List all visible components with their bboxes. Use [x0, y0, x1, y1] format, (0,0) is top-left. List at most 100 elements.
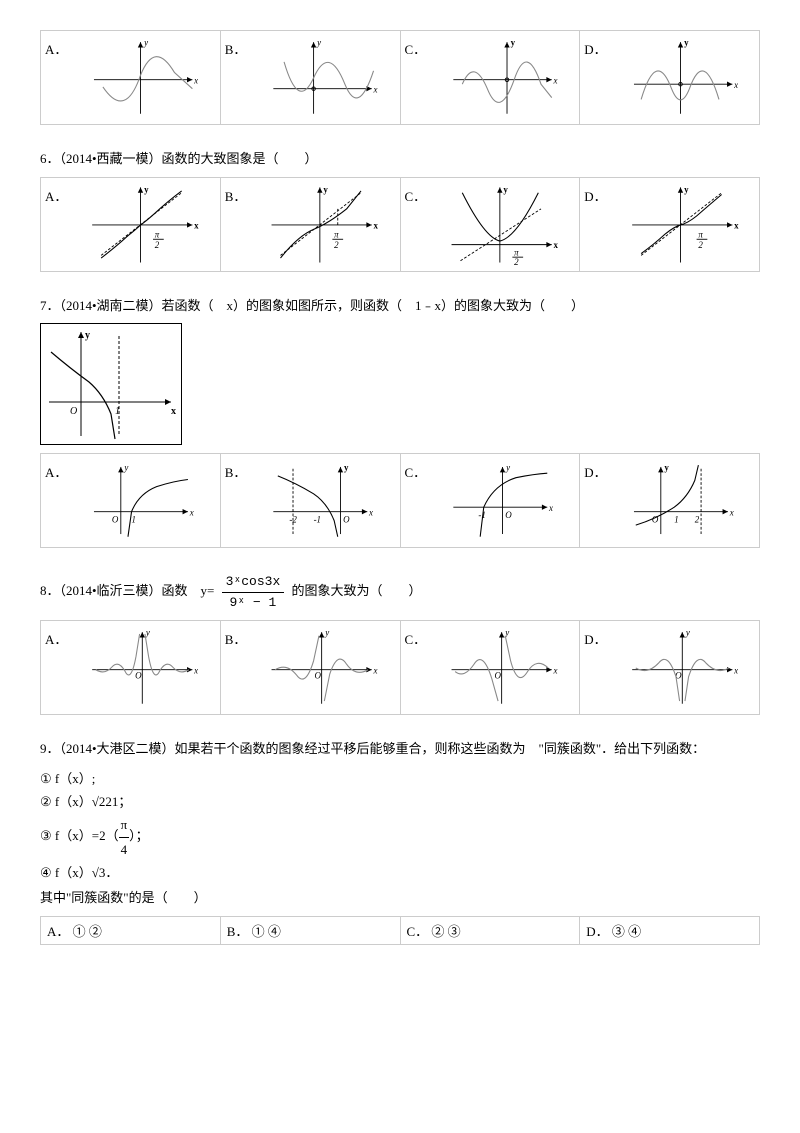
- option-label: D．: [584, 182, 606, 205]
- option-label: C．: [405, 35, 427, 58]
- q7-option-a[interactable]: A． O1 xy: [40, 453, 221, 548]
- q8-options-row: A． xy O B． xy O: [40, 620, 760, 715]
- q7-option-d[interactable]: D． O12 xy: [579, 453, 760, 548]
- option-text: ② ③: [431, 924, 460, 939]
- graph-thumbnail: xy: [250, 35, 395, 120]
- formula-denominator: 9ˣ − 1: [222, 593, 285, 613]
- svg-text:y: y: [124, 463, 129, 473]
- svg-text:x: x: [194, 665, 199, 675]
- svg-text:-1: -1: [314, 514, 321, 524]
- q8-text: 8．（2014•临沂三模）函数 y= 3ˣcos3x 9ˣ − 1 的图象大致为…: [40, 572, 760, 612]
- question-9: 9．（2014•大港区二模）如果若干个函数的图象经过平移后能够重合，则称这些函数…: [40, 739, 760, 945]
- q9-option-d[interactable]: D． ③ ④: [579, 916, 760, 945]
- q8-formula: 3ˣcos3x 9ˣ − 1: [222, 572, 285, 612]
- q6-option-a[interactable]: A． xy π2: [40, 177, 221, 272]
- option-label: B．: [225, 625, 247, 648]
- option-label: C．: [405, 458, 427, 481]
- svg-text:x: x: [195, 220, 200, 230]
- svg-text:y: y: [504, 184, 509, 194]
- q5-options-row: A． xy B． xy: [40, 30, 760, 125]
- q9-option-a[interactable]: A． ① ②: [40, 916, 221, 945]
- svg-text:2: 2: [155, 240, 160, 250]
- q9-option-c[interactable]: C． ② ③: [400, 916, 581, 945]
- q8-prefix: 8．（2014•临沂三模）函数 y=: [40, 583, 214, 598]
- svg-text:y: y: [85, 330, 90, 341]
- option-label: D．: [586, 924, 608, 939]
- question-8: 8．（2014•临沂三模）函数 y= 3ˣcos3x 9ˣ − 1 的图象大致为…: [40, 572, 760, 715]
- option-text: ① ④: [252, 924, 281, 939]
- q8-option-d[interactable]: D． xy O: [579, 620, 760, 715]
- q9-text: 9．（2014•大港区二模）如果若干个函数的图象经过平移后能够重合，则称这些函数…: [40, 739, 760, 759]
- q9-closing: 其中"同簇函数"的是（ ）: [40, 888, 760, 908]
- option-label: B．: [225, 35, 247, 58]
- svg-text:x: x: [194, 75, 199, 85]
- graph-thumbnail: xy π2 2: [430, 182, 575, 267]
- svg-text:y: y: [685, 628, 690, 638]
- svg-text:x: x: [733, 80, 738, 90]
- svg-text:2: 2: [694, 514, 699, 524]
- question-6: 6．（2014•西藏一模）函数的大致图象是（ ） A． xy π2 B．: [40, 149, 760, 272]
- svg-text:x: x: [553, 75, 558, 85]
- option-label: A．: [45, 625, 67, 648]
- option-label: C．: [405, 182, 427, 205]
- option-label: A．: [45, 35, 67, 58]
- q8-option-c[interactable]: C． xy O: [400, 620, 581, 715]
- q7-option-c[interactable]: C． O-1 xy: [400, 453, 581, 548]
- graph-thumbnail: xy O: [611, 625, 755, 710]
- option-label: D．: [584, 35, 606, 58]
- option-label: C．: [407, 924, 429, 939]
- graph-thumbnail: xy O: [250, 625, 395, 710]
- graph-thumbnail: xy O: [430, 625, 575, 710]
- option-label: B．: [227, 924, 249, 939]
- q8-option-a[interactable]: A． xy O: [40, 620, 221, 715]
- graph-thumbnail: xy π2: [250, 182, 395, 267]
- q9-option-b[interactable]: B． ① ④: [220, 916, 401, 945]
- q9-item-3: ③ f（x）=2（π4）；: [40, 813, 760, 861]
- svg-text:y: y: [317, 38, 322, 48]
- svg-text:y: y: [684, 184, 689, 194]
- svg-text:2: 2: [514, 257, 519, 267]
- svg-text:2: 2: [335, 240, 340, 250]
- q5-option-c[interactable]: C． x y: [400, 30, 581, 125]
- q6-option-b[interactable]: B． xy π2: [220, 177, 401, 272]
- svg-text:O: O: [315, 671, 322, 681]
- q7-options-row: A． O1 xy B． O -2-1 xy: [40, 453, 760, 548]
- svg-text:π: π: [335, 229, 340, 239]
- q7-option-b[interactable]: B． O -2-1 xy: [220, 453, 401, 548]
- q5-option-d[interactable]: D． xy: [579, 30, 760, 125]
- q9-options-row: A． ① ② B． ① ④ C． ② ③ D． ③ ④: [40, 916, 760, 945]
- svg-text:x: x: [373, 84, 378, 94]
- svg-text:y: y: [505, 463, 510, 473]
- graph-thumbnail: xy: [611, 35, 755, 120]
- q5-option-a[interactable]: A． xy: [40, 30, 221, 125]
- svg-text:O: O: [495, 671, 502, 681]
- q6-option-c[interactable]: C． xy π2 2: [400, 177, 581, 272]
- svg-text:y: y: [325, 628, 330, 638]
- q6-text: 6．（2014•西藏一模）函数的大致图象是（ ）: [40, 149, 760, 169]
- graph-thumbnail: O-1 xy: [430, 458, 575, 543]
- q8-option-b[interactable]: B． xy O: [220, 620, 401, 715]
- graph-thumbnail: O12 xy: [611, 458, 755, 543]
- svg-text:y: y: [511, 38, 516, 48]
- svg-text:x: x: [728, 507, 733, 517]
- svg-text:y: y: [664, 463, 669, 473]
- svg-text:π: π: [155, 229, 160, 239]
- svg-text:O: O: [136, 671, 143, 681]
- svg-text:O: O: [344, 514, 351, 524]
- graph-thumbnail: O -2-1 xy: [250, 458, 395, 543]
- svg-text:y: y: [344, 463, 349, 473]
- option-label: B．: [225, 458, 247, 481]
- option-label: A．: [45, 458, 67, 481]
- option-text: ③ ④: [612, 924, 641, 939]
- svg-text:y: y: [324, 184, 329, 194]
- svg-text:x: x: [171, 406, 176, 417]
- q5-option-b[interactable]: B． xy: [220, 30, 401, 125]
- graph-thumbnail: O1 xy: [71, 458, 215, 543]
- graph-thumbnail: xy O: [71, 625, 215, 710]
- svg-text:1: 1: [115, 406, 120, 417]
- svg-text:x: x: [553, 665, 558, 675]
- question-5-options: A． xy B． xy: [40, 30, 760, 125]
- q8-suffix: 的图象大致为（ ）: [292, 583, 422, 598]
- svg-text:x: x: [548, 503, 553, 513]
- q6-option-d[interactable]: D． xy π2: [579, 177, 760, 272]
